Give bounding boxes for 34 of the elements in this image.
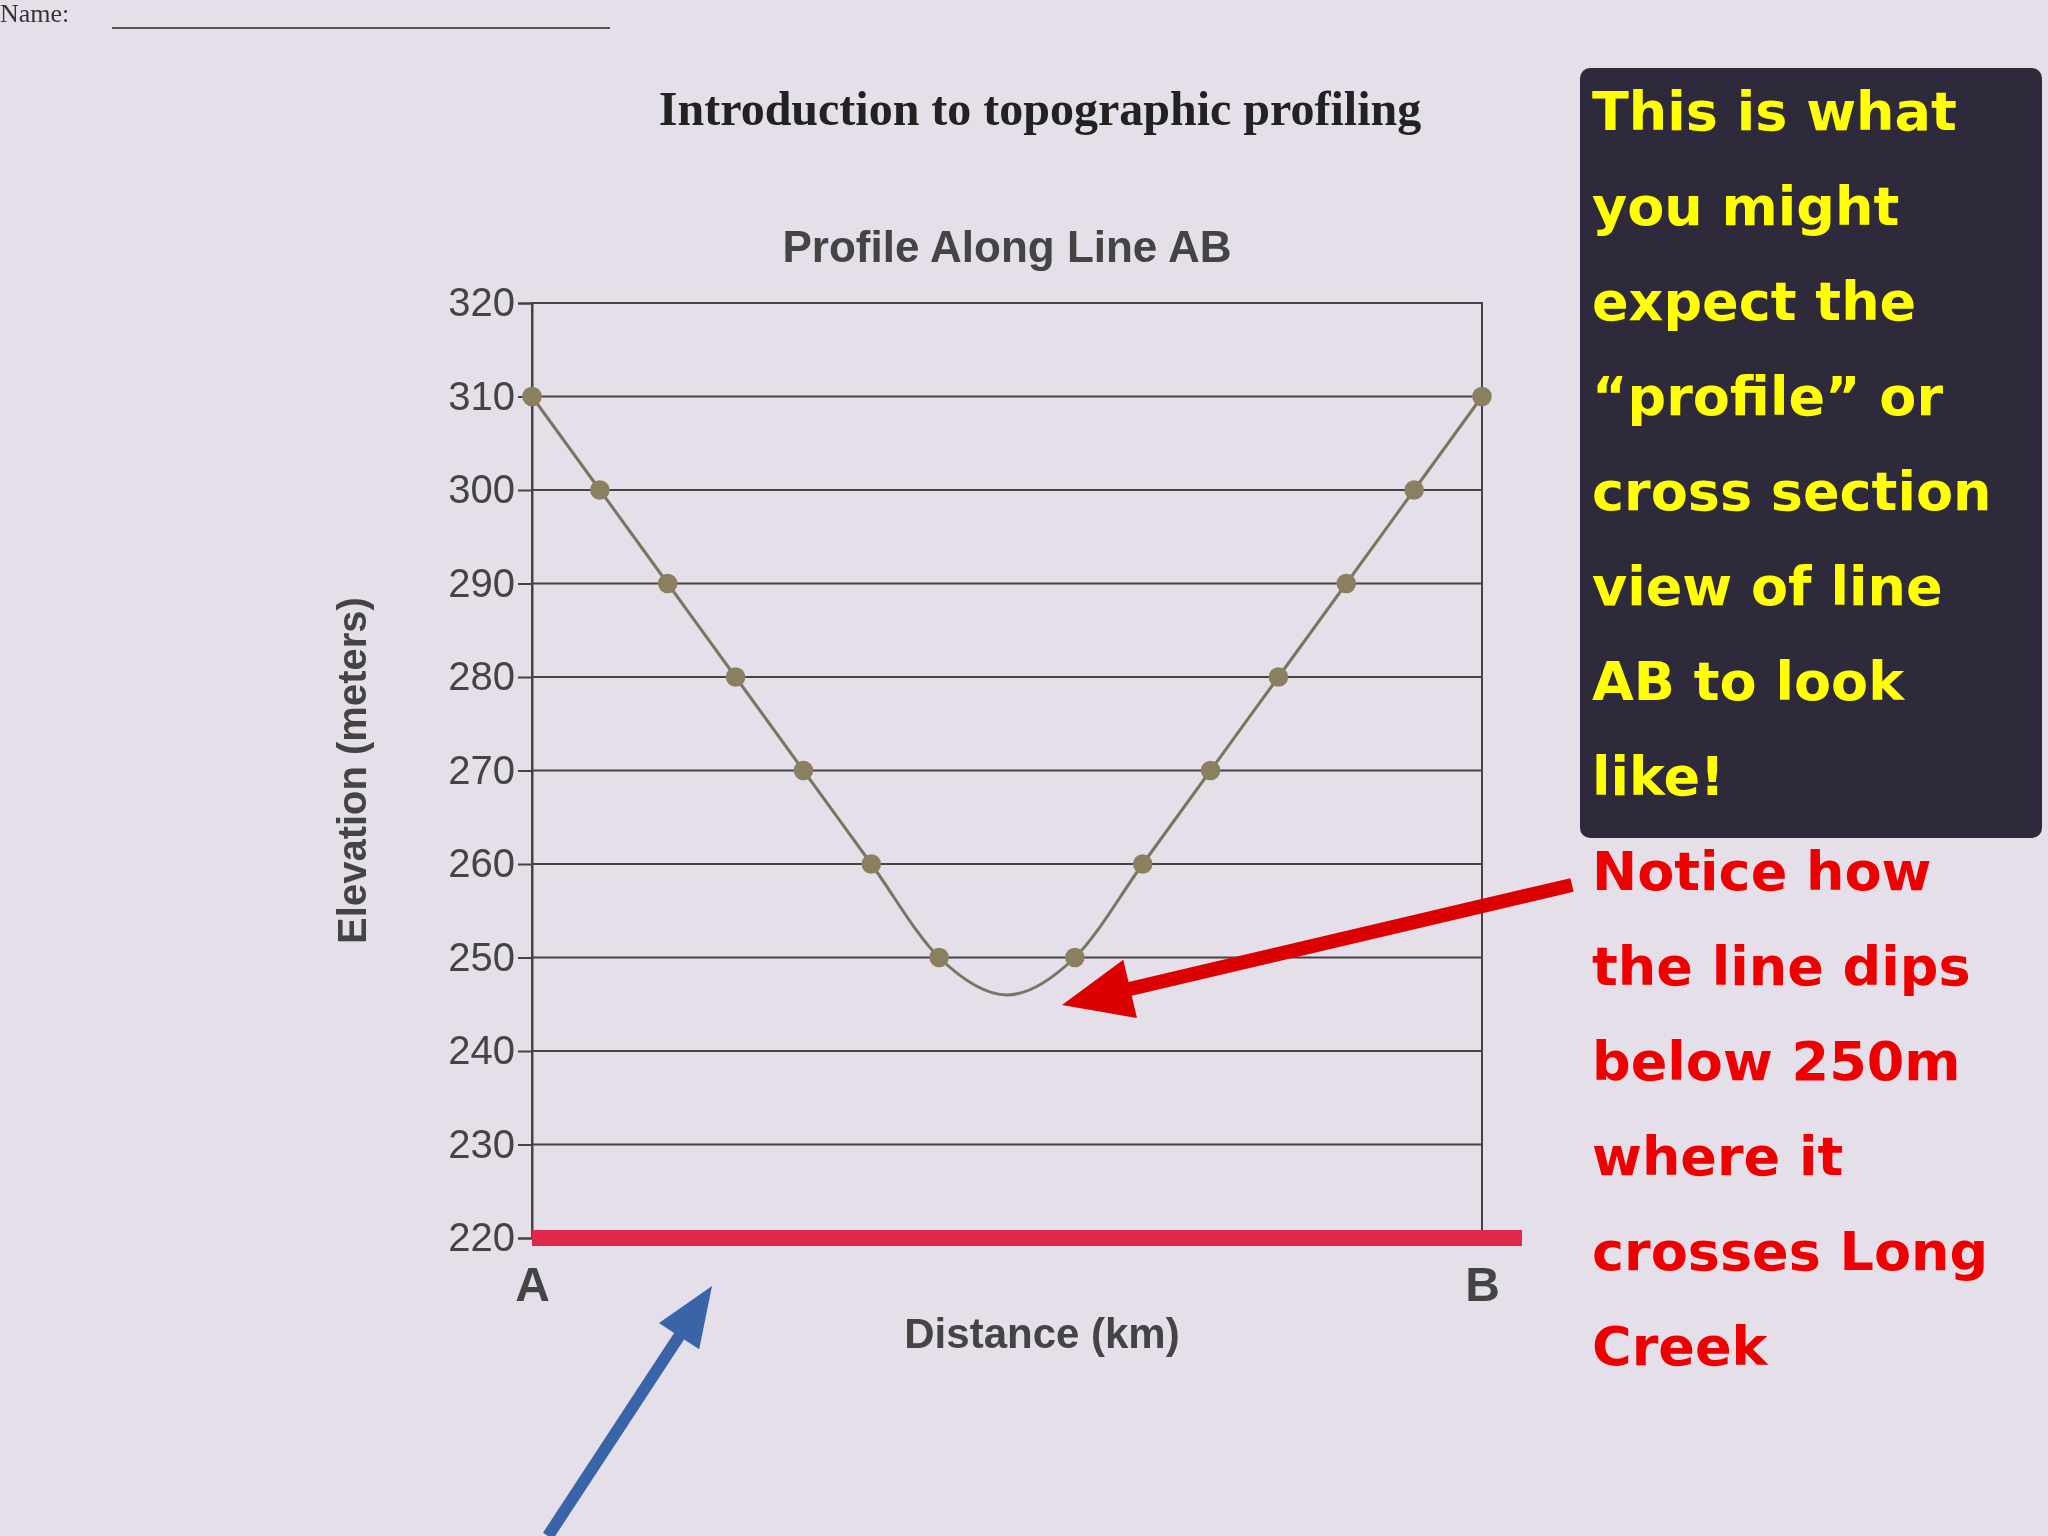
chart-title: Profile Along Line AB <box>782 222 1232 271</box>
x-axis-title: Distance (km) <box>904 1310 1180 1357</box>
text: This is what you might expect the “profile” or cross section view of line AB to look like! <box>1592 80 1992 808</box>
y-tick-label: 230 <box>448 1121 515 1166</box>
point <box>861 854 882 874</box>
y-tick-label: 290 <box>448 560 515 605</box>
point <box>657 573 678 594</box>
point <box>1132 854 1153 874</box>
y-tick-label: 280 <box>448 654 515 699</box>
x-tick-label: B <box>1465 1258 1500 1312</box>
y-tick-label: 240 <box>448 1028 515 1073</box>
point <box>590 480 610 500</box>
point <box>1336 573 1357 594</box>
x-tick-label: A <box>515 1258 550 1312</box>
point <box>1065 947 1085 968</box>
text: Notice how the line dips below 250m where it crosses Long Creek <box>1592 840 1989 1378</box>
y-tick-label: 260 <box>448 841 515 886</box>
point <box>929 947 949 968</box>
chart-subtitle: Introduction to topographic profiling <box>658 82 1422 135</box>
y-tick-label: 250 <box>448 934 515 979</box>
y-tick-label: 310 <box>448 373 515 418</box>
y-axis-title: Elevation (meters) <box>330 597 374 944</box>
point <box>1472 386 1492 407</box>
point <box>725 667 746 687</box>
y-tick-label: 300 <box>448 467 515 512</box>
y-tick-label: 220 <box>448 1215 515 1260</box>
point <box>1404 480 1424 500</box>
text: Name: <box>0 0 70 28</box>
point <box>522 386 542 407</box>
y-tick-label: 320 <box>448 280 515 325</box>
point <box>1268 667 1289 687</box>
point <box>793 760 814 781</box>
y-tick-label: 270 <box>448 747 515 792</box>
point <box>1200 760 1221 781</box>
